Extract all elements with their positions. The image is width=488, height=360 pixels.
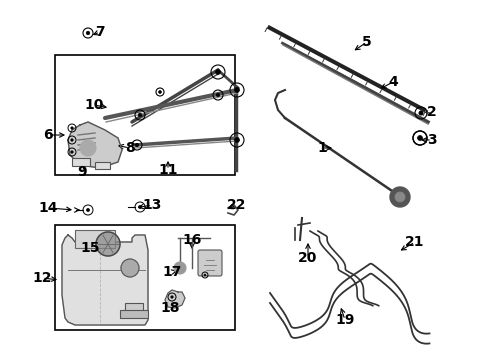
Text: 2: 2 — [426, 105, 436, 119]
Circle shape — [86, 208, 89, 211]
Text: 13: 13 — [142, 198, 162, 212]
Text: 5: 5 — [362, 35, 371, 49]
Text: 14: 14 — [38, 201, 58, 215]
Text: 9: 9 — [77, 165, 87, 179]
Circle shape — [170, 296, 173, 298]
Bar — [55, 225, 235, 330]
Text: 22: 22 — [227, 198, 246, 212]
Text: 15: 15 — [80, 241, 100, 255]
Circle shape — [418, 111, 422, 115]
Circle shape — [203, 274, 205, 276]
Text: 4: 4 — [387, 75, 397, 89]
Text: 8: 8 — [125, 141, 135, 155]
Polygon shape — [62, 235, 148, 325]
Circle shape — [138, 206, 141, 208]
Bar — [95, 162, 110, 169]
Circle shape — [174, 262, 185, 274]
Text: 11: 11 — [158, 163, 177, 177]
FancyBboxPatch shape — [198, 250, 222, 276]
Text: 20: 20 — [298, 251, 317, 265]
Circle shape — [417, 136, 422, 140]
Text: 12: 12 — [32, 271, 52, 285]
Text: 17: 17 — [162, 265, 182, 279]
Text: 6: 6 — [43, 128, 53, 142]
Circle shape — [216, 93, 219, 97]
Circle shape — [71, 127, 73, 129]
Text: 3: 3 — [427, 133, 436, 147]
Circle shape — [234, 138, 239, 143]
Circle shape — [121, 259, 139, 277]
Bar — [125, 303, 142, 313]
Bar — [72, 158, 90, 166]
Polygon shape — [164, 290, 184, 308]
Bar — [55, 55, 235, 175]
Text: 21: 21 — [405, 235, 424, 249]
Text: 7: 7 — [95, 25, 104, 39]
Text: 18: 18 — [160, 301, 180, 315]
Circle shape — [394, 192, 404, 202]
Text: 1: 1 — [317, 141, 326, 155]
Circle shape — [96, 232, 120, 256]
Circle shape — [86, 31, 90, 35]
Bar — [75, 230, 115, 248]
Text: 16: 16 — [182, 233, 201, 247]
Bar — [120, 310, 148, 318]
Polygon shape — [68, 122, 122, 168]
Text: 19: 19 — [335, 313, 354, 327]
Circle shape — [71, 139, 73, 141]
Circle shape — [234, 87, 239, 93]
Circle shape — [135, 143, 139, 147]
Circle shape — [389, 187, 409, 207]
Circle shape — [71, 151, 73, 153]
Circle shape — [138, 113, 142, 117]
Circle shape — [80, 140, 96, 156]
Circle shape — [215, 69, 220, 75]
Text: 10: 10 — [84, 98, 103, 112]
Circle shape — [158, 91, 161, 93]
